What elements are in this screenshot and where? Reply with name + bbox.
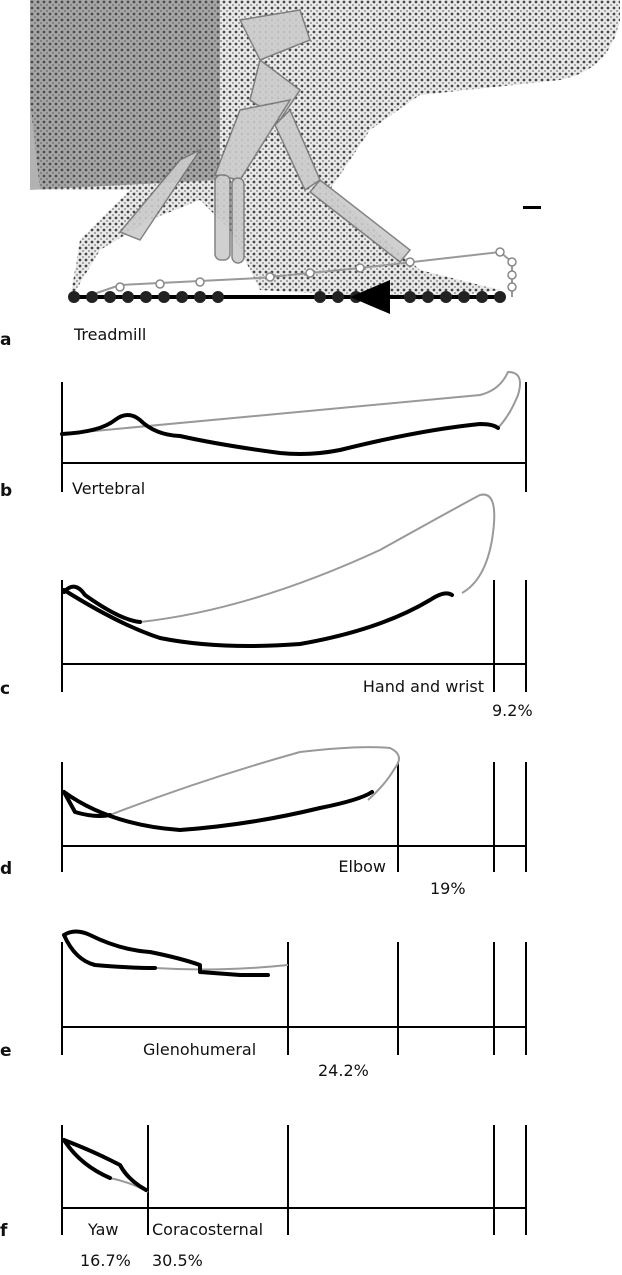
- trace: [139, 493, 496, 623]
- panel-label: Treadmill: [73, 325, 146, 344]
- panel-letter: c: [0, 679, 10, 699]
- panel-label: Coracosternal: [152, 1220, 263, 1239]
- panel-d-axes: [61, 762, 527, 872]
- percent-label: 16.7%: [80, 1251, 131, 1270]
- panel-e-axes: [61, 942, 527, 1055]
- panel-letter: e: [0, 1041, 12, 1061]
- panel-letter: b: [0, 481, 12, 501]
- trace: [62, 1138, 148, 1192]
- panel-label: Hand and wrist: [363, 677, 484, 696]
- panel-b-axes: [61, 382, 527, 492]
- panel-c-axes: [61, 580, 527, 692]
- alligator-illustration: [30, 0, 620, 314]
- trace: [154, 964, 289, 971]
- percent-label: 19%: [430, 879, 466, 898]
- panel-letter: d: [0, 859, 12, 879]
- panel-letter: f: [0, 1221, 8, 1241]
- labels: a Treadmill b Vertebral c Hand and wrist…: [0, 325, 533, 1270]
- trace: [62, 584, 454, 648]
- percent-label: 24.2%: [318, 1061, 369, 1080]
- trace: [60, 413, 500, 456]
- percent-label: 30.5%: [152, 1251, 203, 1270]
- panel-label: Vertebral: [72, 479, 145, 498]
- panel-label: Glenohumeral: [143, 1040, 256, 1059]
- trace: [62, 929, 270, 977]
- percent-label: 9.2%: [492, 701, 533, 720]
- panel-f-axes: [61, 1125, 527, 1235]
- panel-label: Elbow: [338, 857, 386, 876]
- trace: [109, 746, 400, 816]
- panel-label: Yaw: [87, 1220, 118, 1239]
- trace: [62, 790, 374, 832]
- trace: [61, 370, 521, 435]
- panel-letter: a: [0, 330, 11, 350]
